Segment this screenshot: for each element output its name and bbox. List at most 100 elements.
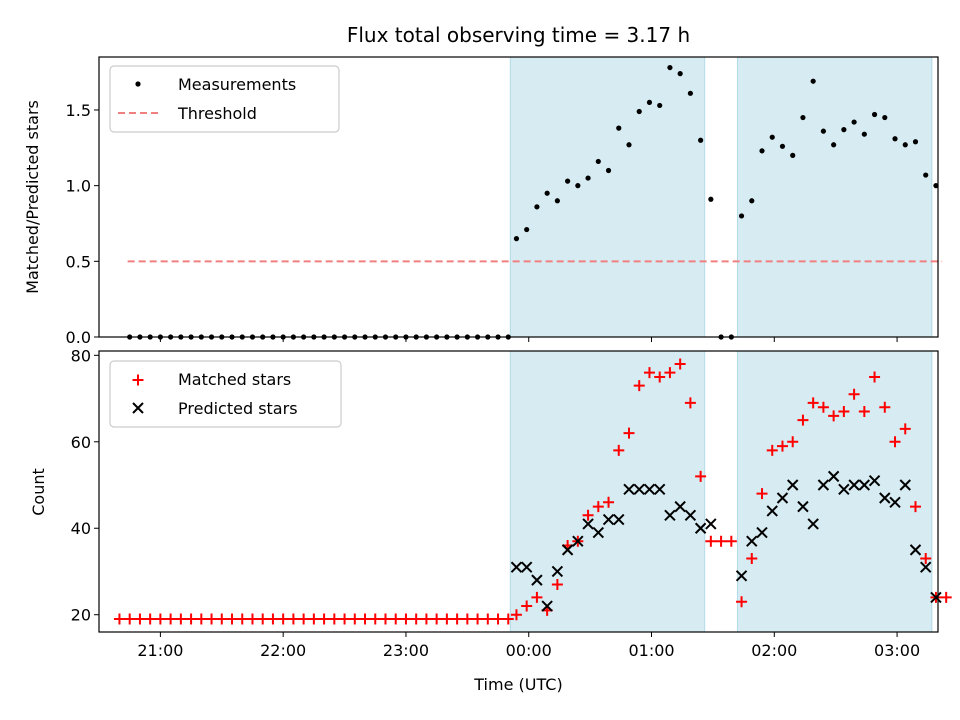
measurement-point xyxy=(667,64,673,71)
x-tick-label: 00:00 xyxy=(506,641,552,660)
measurement-point xyxy=(513,236,520,242)
y-tick-label: 0.0 xyxy=(66,328,91,347)
matched-stars-point xyxy=(684,397,696,409)
bottom-axes-frame xyxy=(98,350,939,633)
predicted-stars-point xyxy=(694,522,707,534)
matched-stars-point xyxy=(390,613,402,625)
predicted-stars-point xyxy=(643,483,656,496)
shaded-interval-1 xyxy=(509,350,706,633)
matched-stars-point xyxy=(134,613,146,625)
x-tick-label: 03:00 xyxy=(874,641,920,660)
measurement-point xyxy=(820,128,827,134)
measurement-point xyxy=(565,178,571,184)
y-tick-label: 60 xyxy=(71,433,91,452)
shaded-interval-1 xyxy=(509,56,706,338)
matched-stars-point xyxy=(246,613,258,625)
predicted-stars-point xyxy=(735,570,748,582)
predicted-stars-point xyxy=(561,544,574,556)
predicted-stars-point xyxy=(827,470,840,483)
measurement-point xyxy=(841,127,847,133)
matched-stars-point xyxy=(431,613,443,625)
legend-predicted-label: Predicted stars xyxy=(178,399,298,418)
predicted-stars-point xyxy=(541,600,553,612)
matched-stars-point xyxy=(257,613,269,625)
y-tick-label: 40 xyxy=(71,519,91,538)
matched-stars-point xyxy=(308,613,320,625)
predicted-stars-point xyxy=(551,565,564,578)
top-shaded-intervals xyxy=(509,56,933,338)
matched-stars-point xyxy=(858,406,870,418)
top-legend: Measurements Threshold xyxy=(109,65,340,133)
measurement-point xyxy=(708,196,714,202)
predicted-stars-point xyxy=(909,544,922,556)
predicted-stars-point xyxy=(899,479,911,491)
matched-stars-point xyxy=(472,613,484,625)
matched-stars-point xyxy=(603,496,615,508)
y-tick-label: 0.5 xyxy=(66,252,91,271)
measurement-point xyxy=(544,190,550,196)
predicted-stars-point xyxy=(602,513,615,526)
matched-stars-point xyxy=(113,613,125,625)
predicted-stars-point xyxy=(889,496,901,509)
matched-stars-point xyxy=(216,613,228,625)
matched-stars-point xyxy=(124,613,136,625)
predicted-stars-point xyxy=(879,492,891,504)
top-legend-box xyxy=(109,65,340,133)
matched-stars-point xyxy=(441,613,453,625)
predicted-stars-point xyxy=(807,518,819,530)
measurement-point xyxy=(912,139,919,145)
predicted-stars-point xyxy=(664,509,676,521)
predicted-stars-point xyxy=(746,535,758,547)
measurement-point xyxy=(626,142,632,148)
matched-stars-point xyxy=(236,613,248,625)
matched-stars-point xyxy=(502,613,514,625)
bottom-shaded-intervals xyxy=(509,350,933,633)
bottom-series xyxy=(113,358,952,625)
matched-stars-point xyxy=(725,535,737,547)
matched-stars-point xyxy=(613,444,625,456)
predicted-stars-point xyxy=(684,509,697,521)
measurement-point xyxy=(524,226,530,233)
matched-stars-point xyxy=(787,436,799,448)
legend-measurements-marker xyxy=(135,81,141,87)
matched-stars-point xyxy=(899,423,911,435)
legend-threshold-label: Threshold xyxy=(177,104,257,123)
matched-stars-point xyxy=(817,401,829,413)
measurement-point xyxy=(595,158,601,165)
matched-stars-point xyxy=(643,367,655,379)
matched-stars-point xyxy=(226,613,238,625)
predicted-stars-point xyxy=(848,479,860,491)
measurement-point xyxy=(923,172,929,178)
matched-stars-point xyxy=(531,591,543,603)
matched-stars-point xyxy=(909,501,921,513)
matched-stars-point xyxy=(940,591,952,603)
matched-stars-point xyxy=(828,410,840,422)
bottom-legend-box xyxy=(109,360,342,428)
shaded-interval-2 xyxy=(736,350,933,633)
matched-stars-point xyxy=(582,509,594,521)
matched-stars-point xyxy=(705,535,717,547)
matched-stars-point xyxy=(715,535,727,547)
bottom-y-axis-label: Count xyxy=(29,468,48,516)
matched-stars-point xyxy=(654,371,666,383)
matched-stars-point xyxy=(766,444,778,456)
matched-stars-point xyxy=(400,613,412,625)
matched-stars-point xyxy=(379,613,391,625)
measurement-point xyxy=(575,183,581,189)
x-tick-label: 21:00 xyxy=(137,641,183,660)
y-tick-label: 1.0 xyxy=(66,177,91,196)
x-tick-label: 22:00 xyxy=(260,641,306,660)
matched-stars-point xyxy=(869,371,881,383)
measurement-point xyxy=(646,99,653,106)
top-axes: 0.0 0.5 1.0 1.5 Matched/Predicted stars Mea… xyxy=(23,56,943,347)
matched-stars-point xyxy=(461,613,473,625)
top-x-ticks xyxy=(159,337,898,342)
measurement-point xyxy=(534,204,540,210)
predicted-stars-point xyxy=(817,479,830,491)
matched-stars-point xyxy=(674,358,686,370)
matched-stars-point xyxy=(807,397,819,409)
measurement-point xyxy=(749,198,755,204)
bottom-y-ticks: 20 40 60 80 xyxy=(71,346,99,625)
predicted-stars-point xyxy=(623,483,635,496)
measurement-point xyxy=(687,90,693,96)
